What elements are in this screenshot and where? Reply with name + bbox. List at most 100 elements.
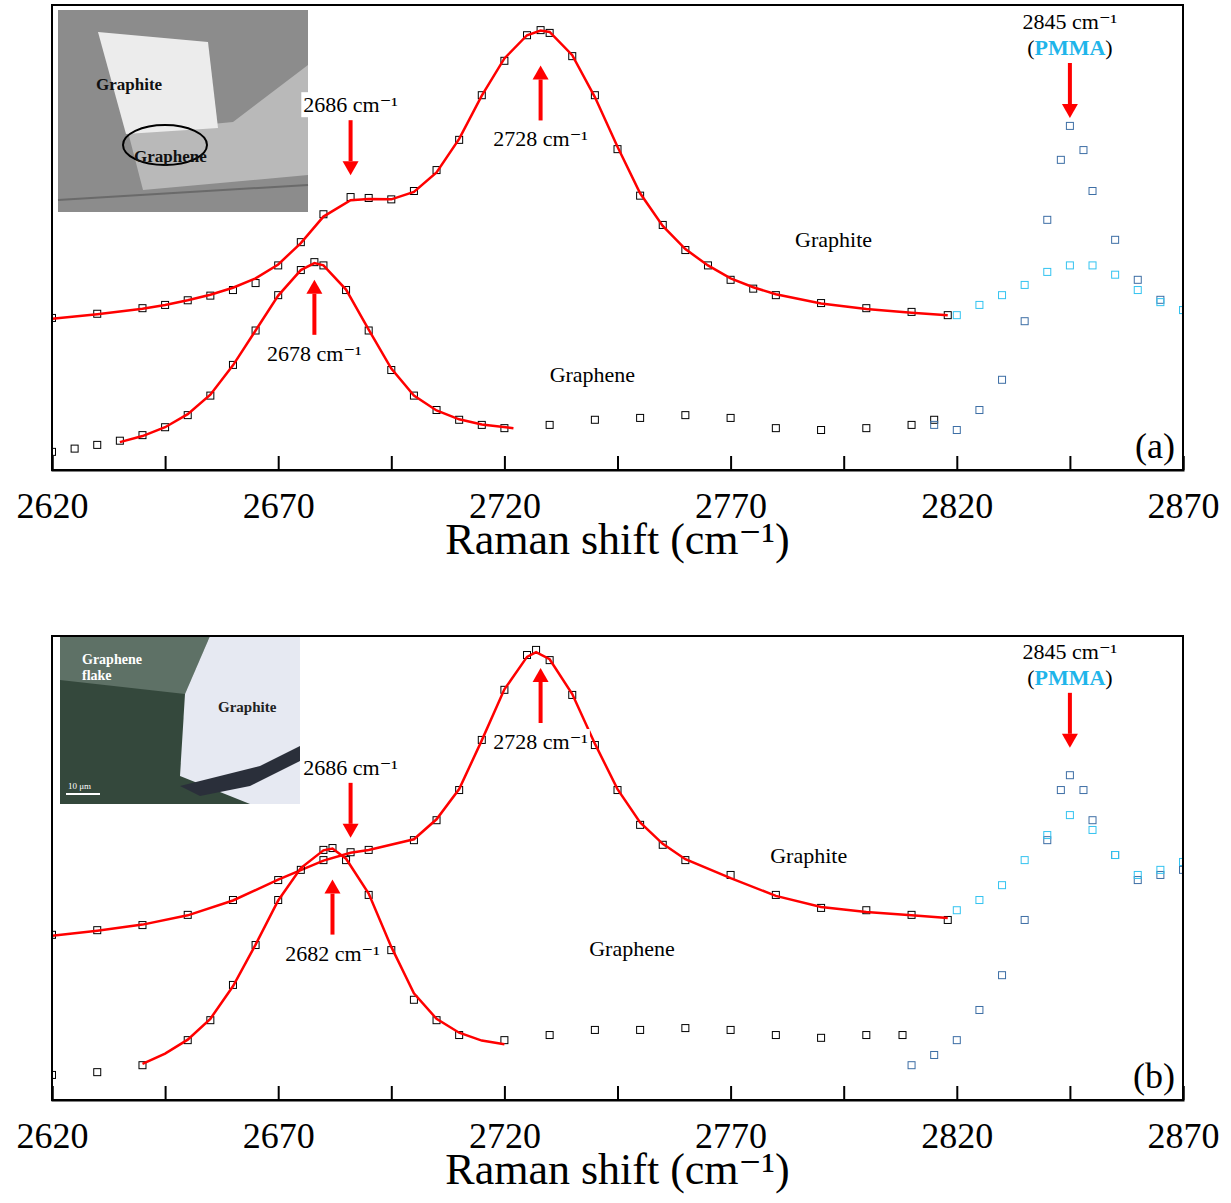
data-point <box>1089 188 1096 195</box>
arrow-shaft <box>539 682 543 723</box>
data-point <box>818 427 825 434</box>
data-point <box>1021 857 1028 864</box>
data-point <box>1080 147 1087 154</box>
x-minor-tick <box>391 456 392 470</box>
data-point <box>1089 817 1096 824</box>
data-point <box>71 445 78 452</box>
tick-mark <box>1069 1086 1071 1100</box>
panel: GraphiteGraphene262026702720277028202870… <box>17 5 1220 564</box>
data-point <box>1112 852 1119 859</box>
tick-mark <box>165 1086 167 1100</box>
arrow-shaft <box>1068 63 1072 104</box>
data-point <box>976 407 983 414</box>
data-point <box>908 421 915 428</box>
data-point <box>1066 772 1073 779</box>
arrow-head <box>1062 104 1078 118</box>
label-patch <box>491 126 590 151</box>
data-point <box>953 427 960 434</box>
data-point <box>1112 271 1119 278</box>
data-point <box>818 1034 825 1041</box>
tick-mark <box>278 1086 280 1100</box>
tick-mark <box>730 456 732 470</box>
x-tick: 2870 <box>1148 1086 1220 1156</box>
data-point <box>772 425 779 432</box>
inset-background <box>58 10 308 212</box>
x-minor-tick <box>1070 456 1071 470</box>
axis-title: Raman shift (cm⁻¹) <box>445 515 789 564</box>
data-point <box>1044 837 1051 844</box>
data-point <box>1089 262 1096 269</box>
x-minor-tick <box>844 456 845 470</box>
curve-label: Graphene <box>589 936 675 961</box>
arrow-head <box>306 280 322 294</box>
data-point <box>501 1037 508 1044</box>
inset: GrapheneflakeGraphite10 μm <box>60 636 300 804</box>
panel: GrapheneflakeGraphite10 μm26202670272027… <box>17 636 1220 1194</box>
tick-label: 2820 <box>921 1116 993 1156</box>
data-point <box>772 1032 779 1039</box>
fit-line <box>52 31 948 319</box>
plot-area <box>52 27 1183 456</box>
x-tick: 2670 <box>243 1086 315 1156</box>
data-point <box>546 421 553 428</box>
label-patch <box>301 92 400 117</box>
data-point <box>953 312 960 319</box>
axis-line <box>53 456 1184 471</box>
data-point <box>1021 318 1028 325</box>
arrow-head <box>533 668 549 682</box>
data-point <box>1157 871 1164 878</box>
data-point <box>1089 826 1096 833</box>
tick-label: 2670 <box>243 1116 315 1156</box>
data-point <box>1066 122 1073 129</box>
annotation-text: 2728 cm⁻¹ <box>493 126 588 151</box>
tick-mark <box>730 1086 732 1100</box>
annotation-note: (PMMA) <box>1027 35 1113 60</box>
x-minor-tick <box>618 1086 619 1100</box>
inset: GraphiteGraphene <box>58 10 308 212</box>
data-point <box>1134 877 1141 884</box>
arrow-shaft <box>349 120 353 161</box>
annotation-text: 2686 cm⁻¹ <box>303 92 398 117</box>
data-point <box>976 1006 983 1013</box>
plot-frame <box>52 5 1183 470</box>
data-point <box>1044 216 1051 223</box>
x-minor-axis <box>166 1086 1071 1100</box>
annotation-text: 2728 cm⁻¹ <box>493 729 588 754</box>
arrow-head <box>533 65 549 79</box>
data-point <box>1157 299 1164 306</box>
tick-mark <box>843 456 845 470</box>
x-tick: 2870 <box>1148 456 1220 526</box>
data-point <box>976 301 983 308</box>
fit-line <box>142 849 504 1064</box>
figure: GraphiteGraphene262026702720277028202870… <box>0 0 1231 1203</box>
axis-title: Raman shift (cm⁻¹) <box>445 1145 789 1194</box>
tick-mark <box>1183 1086 1185 1100</box>
data-point <box>1066 262 1073 269</box>
data-point <box>727 414 734 421</box>
x-tick: 2670 <box>243 456 315 526</box>
data-point <box>931 416 938 423</box>
tick-mark <box>956 456 958 470</box>
tick-label: 2820 <box>921 486 993 526</box>
annotation: 2686 cm⁻¹ <box>301 92 400 175</box>
tick-label: 2620 <box>17 1116 89 1156</box>
scale-bar <box>66 793 100 795</box>
axis-line <box>53 1086 1184 1101</box>
curve-label: Graphite <box>795 227 872 252</box>
data-point <box>863 425 870 432</box>
data-point <box>953 907 960 914</box>
label-patch <box>265 341 364 366</box>
data-point <box>999 376 1006 383</box>
x-minor-tick <box>391 1086 392 1100</box>
data-point <box>976 897 983 904</box>
data-point <box>1021 281 1028 288</box>
x-minor-tick <box>1070 1086 1071 1100</box>
x-minor-axis <box>166 456 1071 470</box>
x-minor-tick <box>618 456 619 470</box>
tick-mark <box>843 1086 845 1100</box>
curve-label: Graphite <box>770 843 847 868</box>
x-tick: 2820 <box>921 456 993 526</box>
data-point <box>682 1025 689 1032</box>
label-patch <box>301 755 400 780</box>
data-point <box>899 1032 906 1039</box>
